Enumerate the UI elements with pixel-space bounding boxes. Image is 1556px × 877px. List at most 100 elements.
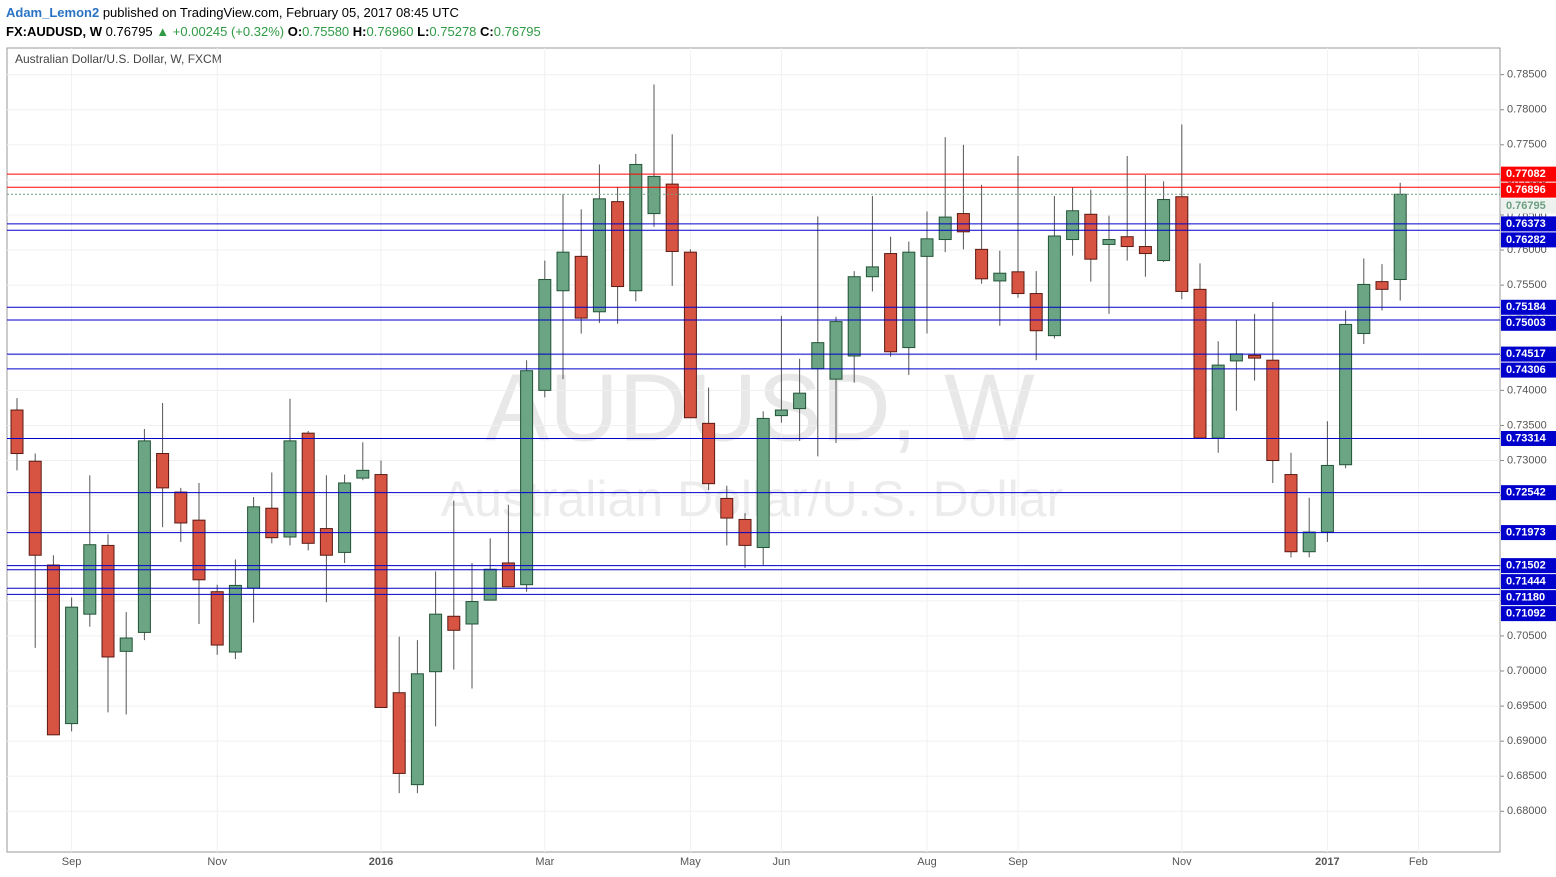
candle-body	[1284, 474, 1298, 553]
ohlc-l: L:0.75278	[417, 24, 476, 39]
y-tick-label: 0.69000	[1507, 735, 1547, 747]
y-tick-label: 0.70000	[1507, 665, 1547, 677]
candle-body	[702, 422, 716, 485]
level-tag	[1501, 315, 1556, 331]
candle-body	[210, 591, 224, 646]
x-tick-label: Sep	[1008, 856, 1028, 868]
candle-body	[1229, 353, 1243, 362]
published: published on TradingView.com, February 0…	[102, 5, 459, 20]
ohlc-value: 0.76795	[493, 24, 541, 39]
candle-body	[83, 544, 97, 615]
candle-body	[1357, 283, 1371, 335]
y-tick-label: 0.78500	[1507, 69, 1547, 81]
candle-body	[665, 183, 679, 252]
candle-body	[1102, 239, 1116, 245]
y-tick-label: 0.68500	[1507, 770, 1547, 782]
candle-body	[774, 409, 788, 417]
level-tag	[1501, 558, 1556, 574]
level-tag	[1501, 525, 1556, 541]
candle-body	[356, 469, 370, 479]
candle-body	[483, 568, 497, 601]
candle-body	[647, 175, 661, 215]
last: 0.76795	[105, 24, 153, 39]
candle-body	[756, 417, 770, 549]
candle-body	[283, 440, 297, 538]
candle-body	[1375, 281, 1389, 290]
x-tick-label: Mar	[535, 856, 554, 868]
level-tag	[1501, 346, 1556, 362]
candle-body	[829, 321, 843, 380]
x-tick-label: Sep	[62, 856, 82, 868]
header: Adam_Lemon2 published on TradingView.com…	[6, 3, 541, 41]
x-tick-label: May	[680, 856, 701, 868]
ohlc-value: 0.75278	[429, 24, 477, 39]
watermark-subtitle: Australian Dollar/U.S. Dollar	[441, 471, 1063, 527]
candle-body	[811, 342, 825, 370]
x-tick-label: Nov	[1172, 856, 1192, 868]
x-tick-label: 2017	[1315, 856, 1339, 868]
chart-title: Australian Dollar/U.S. Dollar, W, FXCM	[15, 52, 222, 66]
y-tick-label: 0.68000	[1507, 805, 1547, 817]
candle-body	[538, 279, 552, 391]
level-label: 0.75184	[1506, 301, 1547, 313]
level-label: 0.76795	[1506, 200, 1546, 212]
y-tick-label: 0.78000	[1507, 104, 1547, 116]
candle-body	[301, 432, 315, 544]
candle-body	[101, 544, 115, 658]
candle-body	[319, 528, 333, 556]
y-tick-label: 0.73500	[1507, 419, 1547, 431]
candle-body	[247, 506, 261, 589]
candle-body	[1393, 193, 1407, 281]
candle-body	[902, 251, 916, 349]
ohlc-h: H:0.76960	[353, 24, 414, 39]
candle-body	[65, 606, 79, 725]
candle-body	[683, 251, 697, 419]
level-label: 0.75003	[1506, 317, 1546, 329]
ohlc-label: O:	[287, 24, 303, 39]
candle-body	[611, 201, 625, 288]
x-tick-label: Aug	[917, 856, 937, 868]
candle-body	[938, 216, 952, 241]
candle-body	[46, 564, 60, 736]
candle-body	[410, 673, 424, 786]
candle-body	[1011, 271, 1025, 295]
candle-body	[975, 248, 989, 280]
x-tick-label: Jun	[773, 856, 791, 868]
candle-body	[956, 213, 970, 233]
candle-body	[10, 409, 24, 455]
candle-body	[192, 519, 206, 581]
quote-line: FX:AUDUSD, W 0.76795 ▲ +0.00245 (+0.32%)…	[6, 22, 541, 41]
x-tick-label: 2016	[369, 856, 393, 868]
candle-body	[392, 692, 406, 774]
level-tag	[1501, 182, 1556, 198]
candle-body	[1175, 196, 1189, 292]
candle-body	[993, 272, 1007, 282]
ohlc-label: C:	[480, 24, 494, 39]
candle-body	[429, 613, 443, 673]
candle-body	[520, 370, 534, 586]
candle-body	[1029, 293, 1043, 332]
candle-body	[465, 601, 479, 625]
level-tag	[1501, 232, 1556, 248]
ohlc-value: 0.75580	[302, 24, 350, 39]
ohlc-value: 0.76960	[366, 24, 414, 39]
level-tag	[1501, 485, 1556, 501]
level-label: 0.71502	[1506, 560, 1546, 572]
y-tick-label: 0.75500	[1507, 279, 1547, 291]
level-label: 0.74517	[1506, 348, 1546, 360]
level-label: 0.76896	[1506, 184, 1546, 196]
candle-body	[793, 392, 807, 410]
change: ▲ +0.00245 (+0.32%)	[156, 24, 285, 39]
candle-body	[501, 562, 515, 588]
level-label: 0.71973	[1506, 526, 1546, 538]
candle-body	[847, 276, 861, 357]
author[interactable]: Adam_Lemon2	[6, 5, 100, 20]
candle-body	[1320, 464, 1334, 533]
level-label: 0.77082	[1506, 168, 1546, 180]
candle-body	[1193, 288, 1207, 439]
x-tick-label: Feb	[1409, 856, 1428, 868]
level-label: 0.76282	[1506, 234, 1546, 246]
candle-body	[920, 238, 934, 257]
candle-body	[629, 163, 643, 292]
pane	[6, 47, 1501, 853]
